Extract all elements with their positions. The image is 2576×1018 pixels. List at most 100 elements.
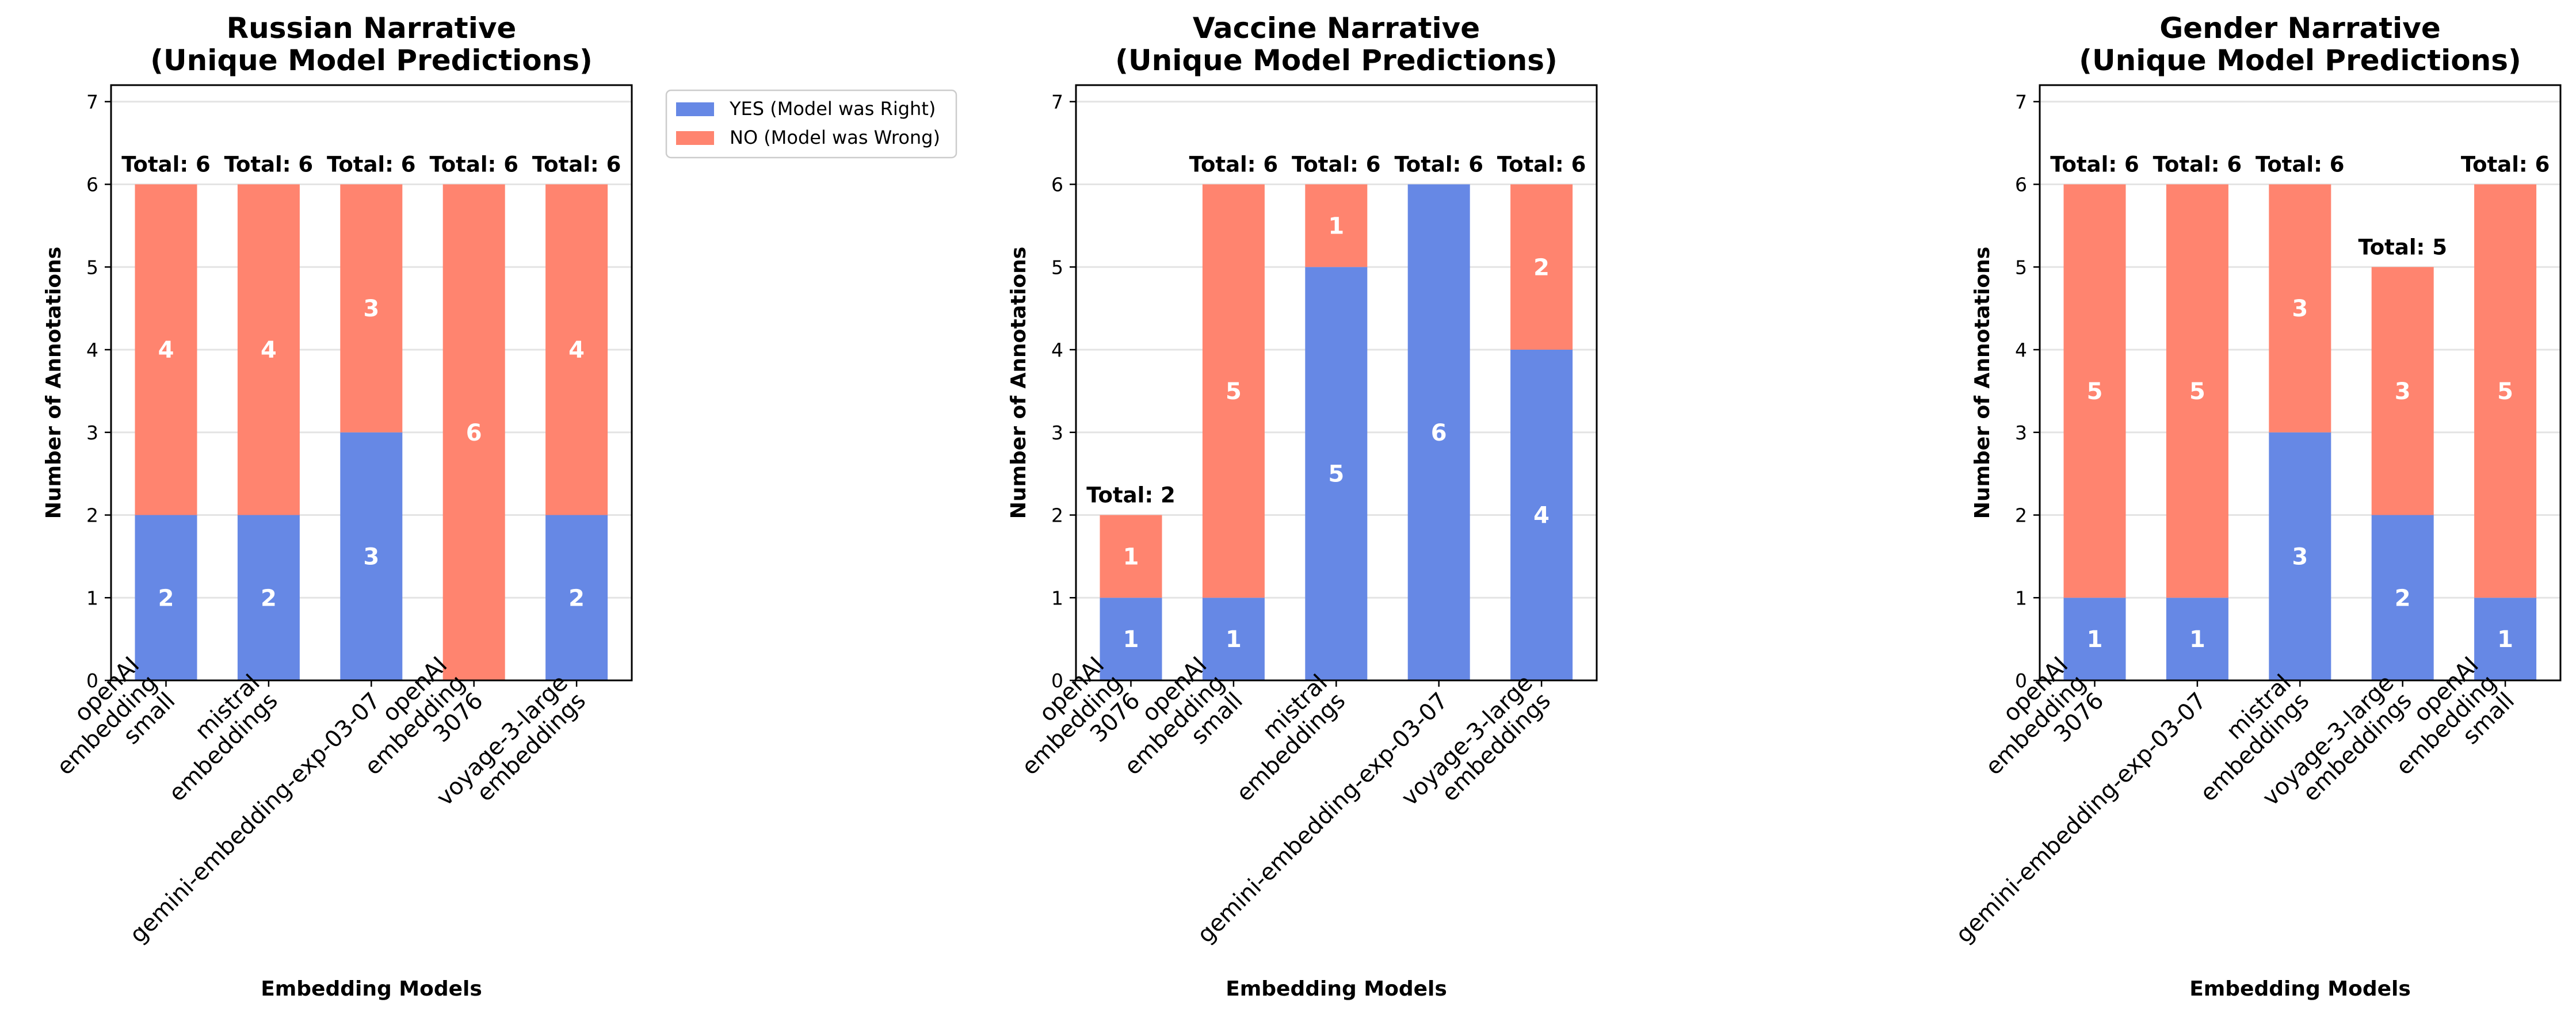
y-tick-label: 2 bbox=[86, 504, 98, 527]
x-axis-label: Embedding Models bbox=[261, 977, 482, 1001]
bar-segment-no-3 bbox=[2269, 184, 2331, 433]
axes-frame bbox=[2039, 84, 2562, 682]
y-tick-label: 4 bbox=[2015, 339, 2027, 361]
y-tick-label: 3 bbox=[86, 422, 98, 444]
bar-segment-yes-1 bbox=[135, 515, 197, 680]
bar-segment-no-2 bbox=[2166, 184, 2228, 598]
legend-swatch-yes bbox=[676, 102, 714, 116]
total-label: Total: 6 bbox=[121, 152, 211, 177]
chart-title: Vaccine Narrative bbox=[1193, 12, 1480, 45]
segment-value-label: 1 bbox=[2497, 626, 2513, 653]
segment-value-label: 3 bbox=[363, 544, 379, 570]
total-label: Total: 2 bbox=[1086, 483, 1176, 508]
bar-segment-yes-2 bbox=[2166, 598, 2228, 680]
bar-segment-yes-3 bbox=[340, 432, 403, 680]
y-axis-label: Number of Annotations bbox=[42, 247, 66, 519]
y-tick-label: 3 bbox=[2015, 422, 2027, 444]
total-label: Total: 6 bbox=[224, 152, 314, 177]
segment-value-label: 5 bbox=[1328, 461, 1344, 488]
segment-value-label: 1 bbox=[1123, 626, 1139, 653]
x-axis-label: Embedding Models bbox=[2189, 977, 2411, 1001]
legend-box bbox=[665, 89, 957, 159]
bar-segment-no-3 bbox=[1305, 184, 1368, 267]
y-tick-label: 5 bbox=[2015, 256, 2027, 278]
segment-value-label: 6 bbox=[1431, 420, 1447, 446]
y-tick-label: 7 bbox=[1051, 91, 1063, 113]
y-tick-label: 2 bbox=[2015, 504, 2027, 527]
bar-segment-yes-4 bbox=[2371, 515, 2434, 680]
y-tick-label: 7 bbox=[2015, 91, 2027, 113]
total-label: Total: 6 bbox=[2050, 152, 2139, 177]
segment-value-label: 1 bbox=[1123, 544, 1139, 570]
legend-label-no: NO (Model was Wrong) bbox=[730, 127, 940, 148]
y-tick-label: 4 bbox=[86, 339, 98, 361]
chart-title: (Unique Model Predictions) bbox=[2079, 44, 2521, 77]
segment-value-label: 2 bbox=[158, 585, 174, 611]
y-tick-label: 6 bbox=[1051, 174, 1063, 196]
segment-value-label: 1 bbox=[2087, 626, 2103, 653]
y-tick-label: 0 bbox=[86, 669, 98, 692]
segment-value-label: 3 bbox=[2292, 296, 2308, 322]
y-tick-label: 1 bbox=[1051, 587, 1063, 609]
segment-value-label: 5 bbox=[2497, 378, 2513, 405]
chart-title: (Unique Model Predictions) bbox=[150, 44, 593, 77]
segment-value-label: 1 bbox=[1328, 213, 1344, 239]
y-tick-label: 5 bbox=[1051, 256, 1063, 278]
chart-title: Russian Narrative bbox=[227, 12, 517, 45]
y-tick-label: 5 bbox=[86, 256, 98, 278]
bar-segment-no-1 bbox=[135, 184, 197, 515]
y-axis-label: Number of Annotations bbox=[1007, 247, 1031, 519]
total-label: Total: 5 bbox=[2358, 235, 2447, 259]
total-label: Total: 6 bbox=[327, 152, 416, 177]
segment-value-label: 2 bbox=[1533, 254, 1550, 281]
bar-segment-yes-2 bbox=[1202, 598, 1265, 680]
axes-frame bbox=[1075, 84, 1598, 682]
y-tick-label: 2 bbox=[1051, 504, 1063, 527]
segment-value-label: 5 bbox=[2189, 378, 2205, 405]
segment-value-label: 3 bbox=[363, 296, 379, 322]
bar-segment-yes-5 bbox=[1510, 350, 1573, 680]
y-tick-label: 1 bbox=[2015, 587, 2027, 609]
segment-value-label: 4 bbox=[568, 337, 585, 363]
bar-segment-no-3 bbox=[340, 184, 403, 433]
bar-segment-no-2 bbox=[1202, 184, 1265, 598]
y-tick-label: 0 bbox=[2015, 669, 2027, 692]
chart-title: Gender Narrative bbox=[2159, 12, 2441, 45]
y-tick-label: 3 bbox=[1051, 422, 1063, 444]
bar-segment-yes-3 bbox=[2269, 432, 2331, 680]
bar-segment-no-1 bbox=[1100, 515, 1162, 598]
y-tick-label: 4 bbox=[1051, 339, 1063, 361]
bar-segment-yes-5 bbox=[2474, 598, 2537, 680]
bar-segment-no-5 bbox=[2474, 184, 2537, 598]
total-label: Total: 6 bbox=[1292, 152, 1381, 177]
legend-label-yes: YES (Model was Right) bbox=[729, 98, 936, 120]
total-label: Total: 6 bbox=[1394, 152, 1483, 177]
bar-segment-no-1 bbox=[2063, 184, 2126, 598]
total-label: Total: 6 bbox=[1497, 152, 1586, 177]
segment-value-label: 2 bbox=[2395, 585, 2411, 611]
bar-segment-no-4 bbox=[2371, 267, 2434, 515]
segment-value-label: 5 bbox=[1226, 378, 1242, 405]
segment-value-label: 4 bbox=[1533, 503, 1550, 529]
total-label: Total: 6 bbox=[532, 152, 621, 177]
segment-value-label: 2 bbox=[261, 585, 277, 611]
y-tick-label: 1 bbox=[86, 587, 98, 609]
axes-frame bbox=[110, 84, 633, 682]
bar-segment-yes-4 bbox=[1407, 184, 1470, 680]
chart-title: (Unique Model Predictions) bbox=[1115, 44, 1558, 77]
segment-value-label: 5 bbox=[2087, 378, 2103, 405]
total-label: Total: 6 bbox=[429, 152, 518, 177]
bar-segment-no-5 bbox=[545, 184, 608, 515]
y-tick-label: 0 bbox=[1051, 669, 1063, 692]
x-tick-label: mistralembeddings bbox=[146, 669, 283, 806]
y-tick-label: 7 bbox=[86, 91, 98, 113]
segment-value-label: 4 bbox=[158, 337, 174, 363]
segment-value-label: 4 bbox=[261, 337, 277, 363]
segment-value-label: 3 bbox=[2395, 378, 2411, 405]
bar-segment-yes-3 bbox=[1305, 267, 1368, 680]
x-tick-label: voyage-3-largeembeddings bbox=[1396, 669, 1556, 829]
